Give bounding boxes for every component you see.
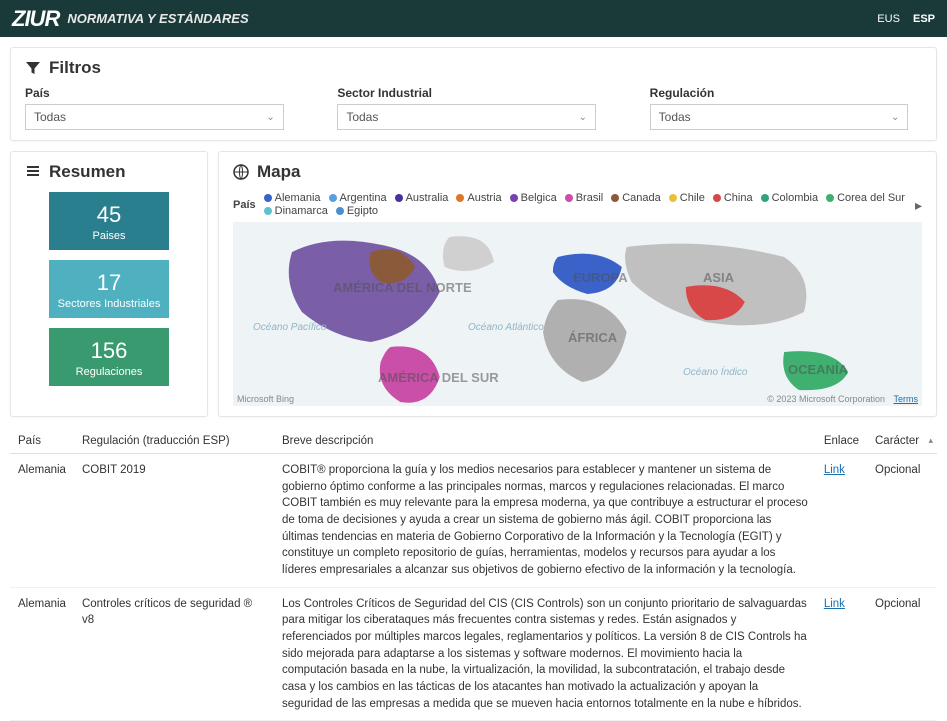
filter-sector-label: Sector Industrial (337, 86, 609, 100)
legend-item[interactable]: Austria (456, 192, 501, 204)
legend-dot (761, 194, 769, 202)
filter-sector: Sector Industrial Todas ⌄ (337, 86, 609, 130)
legend-dot (329, 194, 337, 202)
lang-esp[interactable]: ESP (913, 13, 935, 25)
globe-icon (233, 164, 249, 180)
legend-dot (264, 194, 272, 202)
logo: ZIUR (12, 6, 59, 32)
regulations-table: País Regulación (traducción ESP) Breve d… (10, 429, 937, 721)
legend-dot (264, 207, 272, 215)
legend-item[interactable]: Egipto (336, 205, 378, 217)
cell-descripcion: COBIT® proporciona la guía y los medios … (274, 454, 816, 588)
filter-country-select[interactable]: Todas ⌄ (25, 104, 284, 130)
stat-tile: 45 Paises (49, 192, 169, 250)
legend-item[interactable]: Colombia (761, 192, 818, 204)
legend-dot (395, 194, 403, 202)
legend-dot (669, 194, 677, 202)
map-card: Mapa País AlemaniaArgentinaAustraliaAust… (218, 151, 937, 417)
filter-regulation: Regulación Todas ⌄ (650, 86, 922, 130)
app-header: ZIUR NORMATIVA Y ESTÁNDARES EUS ESP (0, 0, 947, 37)
stat-label: Sectores Industriales (49, 298, 169, 310)
th-descripcion[interactable]: Breve descripción (274, 429, 816, 454)
legend-dot (510, 194, 518, 202)
stat-label: Regulaciones (49, 366, 169, 378)
map-terms-link[interactable]: Terms (894, 394, 919, 404)
legend-item[interactable]: Belgica (510, 192, 557, 204)
stat-value: 17 (49, 270, 169, 296)
legend-item[interactable]: Dinamarca (264, 205, 328, 217)
filters-title: Filtros (25, 58, 922, 78)
cell-enlace: Link (816, 454, 867, 588)
language-switcher: EUS ESP (867, 13, 935, 25)
table-row: AlemaniaCOBIT 2019COBIT® proporciona la … (10, 454, 937, 588)
summary-title: Resumen (25, 162, 193, 182)
regulation-link[interactable]: Link (824, 598, 845, 610)
legend-dot (713, 194, 721, 202)
world-map[interactable]: AMÉRICA DEL NORTE AMÉRICA DEL SUR EUROPA… (233, 222, 922, 406)
legend-item[interactable]: Brasil (565, 192, 604, 204)
th-enlace[interactable]: Enlace (816, 429, 867, 454)
chevron-down-icon: ⌄ (891, 112, 899, 123)
legend-dot (456, 194, 464, 202)
cell-regulacion: Controles críticos de seguridad ® v8 (74, 587, 274, 721)
list-icon (25, 164, 41, 180)
regulation-link[interactable]: Link (824, 464, 845, 476)
legend-item[interactable]: Corea del Sur (826, 192, 905, 204)
map-copyright: © 2023 Microsoft Corporation Terms (767, 394, 918, 404)
legend-scroll-right[interactable]: ▸ (915, 197, 922, 214)
legend-dot (565, 194, 573, 202)
cell-caracter: Opcional (867, 587, 937, 721)
stat-tile: 17 Sectores Industriales (49, 260, 169, 318)
legend-item[interactable]: Alemania (264, 192, 321, 204)
map-attribution: Microsoft Bing (237, 394, 294, 404)
stat-tile: 156 Regulaciones (49, 328, 169, 386)
filter-regulation-select[interactable]: Todas ⌄ (650, 104, 909, 130)
th-regulacion[interactable]: Regulación (traducción ESP) (74, 429, 274, 454)
filter-icon (25, 60, 41, 76)
chevron-down-icon: ⌄ (579, 112, 587, 123)
filter-sector-select[interactable]: Todas ⌄ (337, 104, 596, 130)
legend-item[interactable]: China (713, 192, 753, 204)
filter-country-label: País (25, 86, 297, 100)
legend-item[interactable]: Canada (611, 192, 661, 204)
filter-regulation-label: Regulación (650, 86, 922, 100)
table-row: AlemaniaControles críticos de seguridad … (10, 587, 937, 721)
header-subtitle: NORMATIVA Y ESTÁNDARES (67, 11, 248, 26)
legend-item[interactable]: Argentina (329, 192, 387, 204)
cell-enlace: Link (816, 587, 867, 721)
legend-dot (826, 194, 834, 202)
filters-card: Filtros País Todas ⌄ Sector Industrial T… (10, 47, 937, 141)
cell-pais: Alemania (10, 587, 74, 721)
cell-pais: Alemania (10, 454, 74, 588)
cell-descripcion: Los Controles Críticos de Seguridad del … (274, 587, 816, 721)
summary-card: Resumen 45Paises17Sectores Industriales1… (10, 151, 208, 417)
cell-caracter: Opcional (867, 454, 937, 588)
stat-label: Paises (49, 230, 169, 242)
map-title: Mapa (233, 162, 922, 182)
chevron-down-icon: ⌄ (266, 112, 274, 123)
cell-regulacion: COBIT 2019 (74, 454, 274, 588)
th-pais[interactable]: País (10, 429, 74, 454)
th-caracter[interactable]: Carácter (867, 429, 937, 454)
map-legend: País AlemaniaArgentinaAustraliaAustriaBe… (233, 192, 922, 218)
legend-item[interactable]: Australia (395, 192, 449, 204)
filter-country: País Todas ⌄ (25, 86, 297, 130)
legend-item[interactable]: Chile (669, 192, 705, 204)
stat-value: 45 (49, 202, 169, 228)
lang-eus[interactable]: EUS (877, 13, 900, 25)
legend-dot (336, 207, 344, 215)
stat-value: 156 (49, 338, 169, 364)
legend-dot (611, 194, 619, 202)
